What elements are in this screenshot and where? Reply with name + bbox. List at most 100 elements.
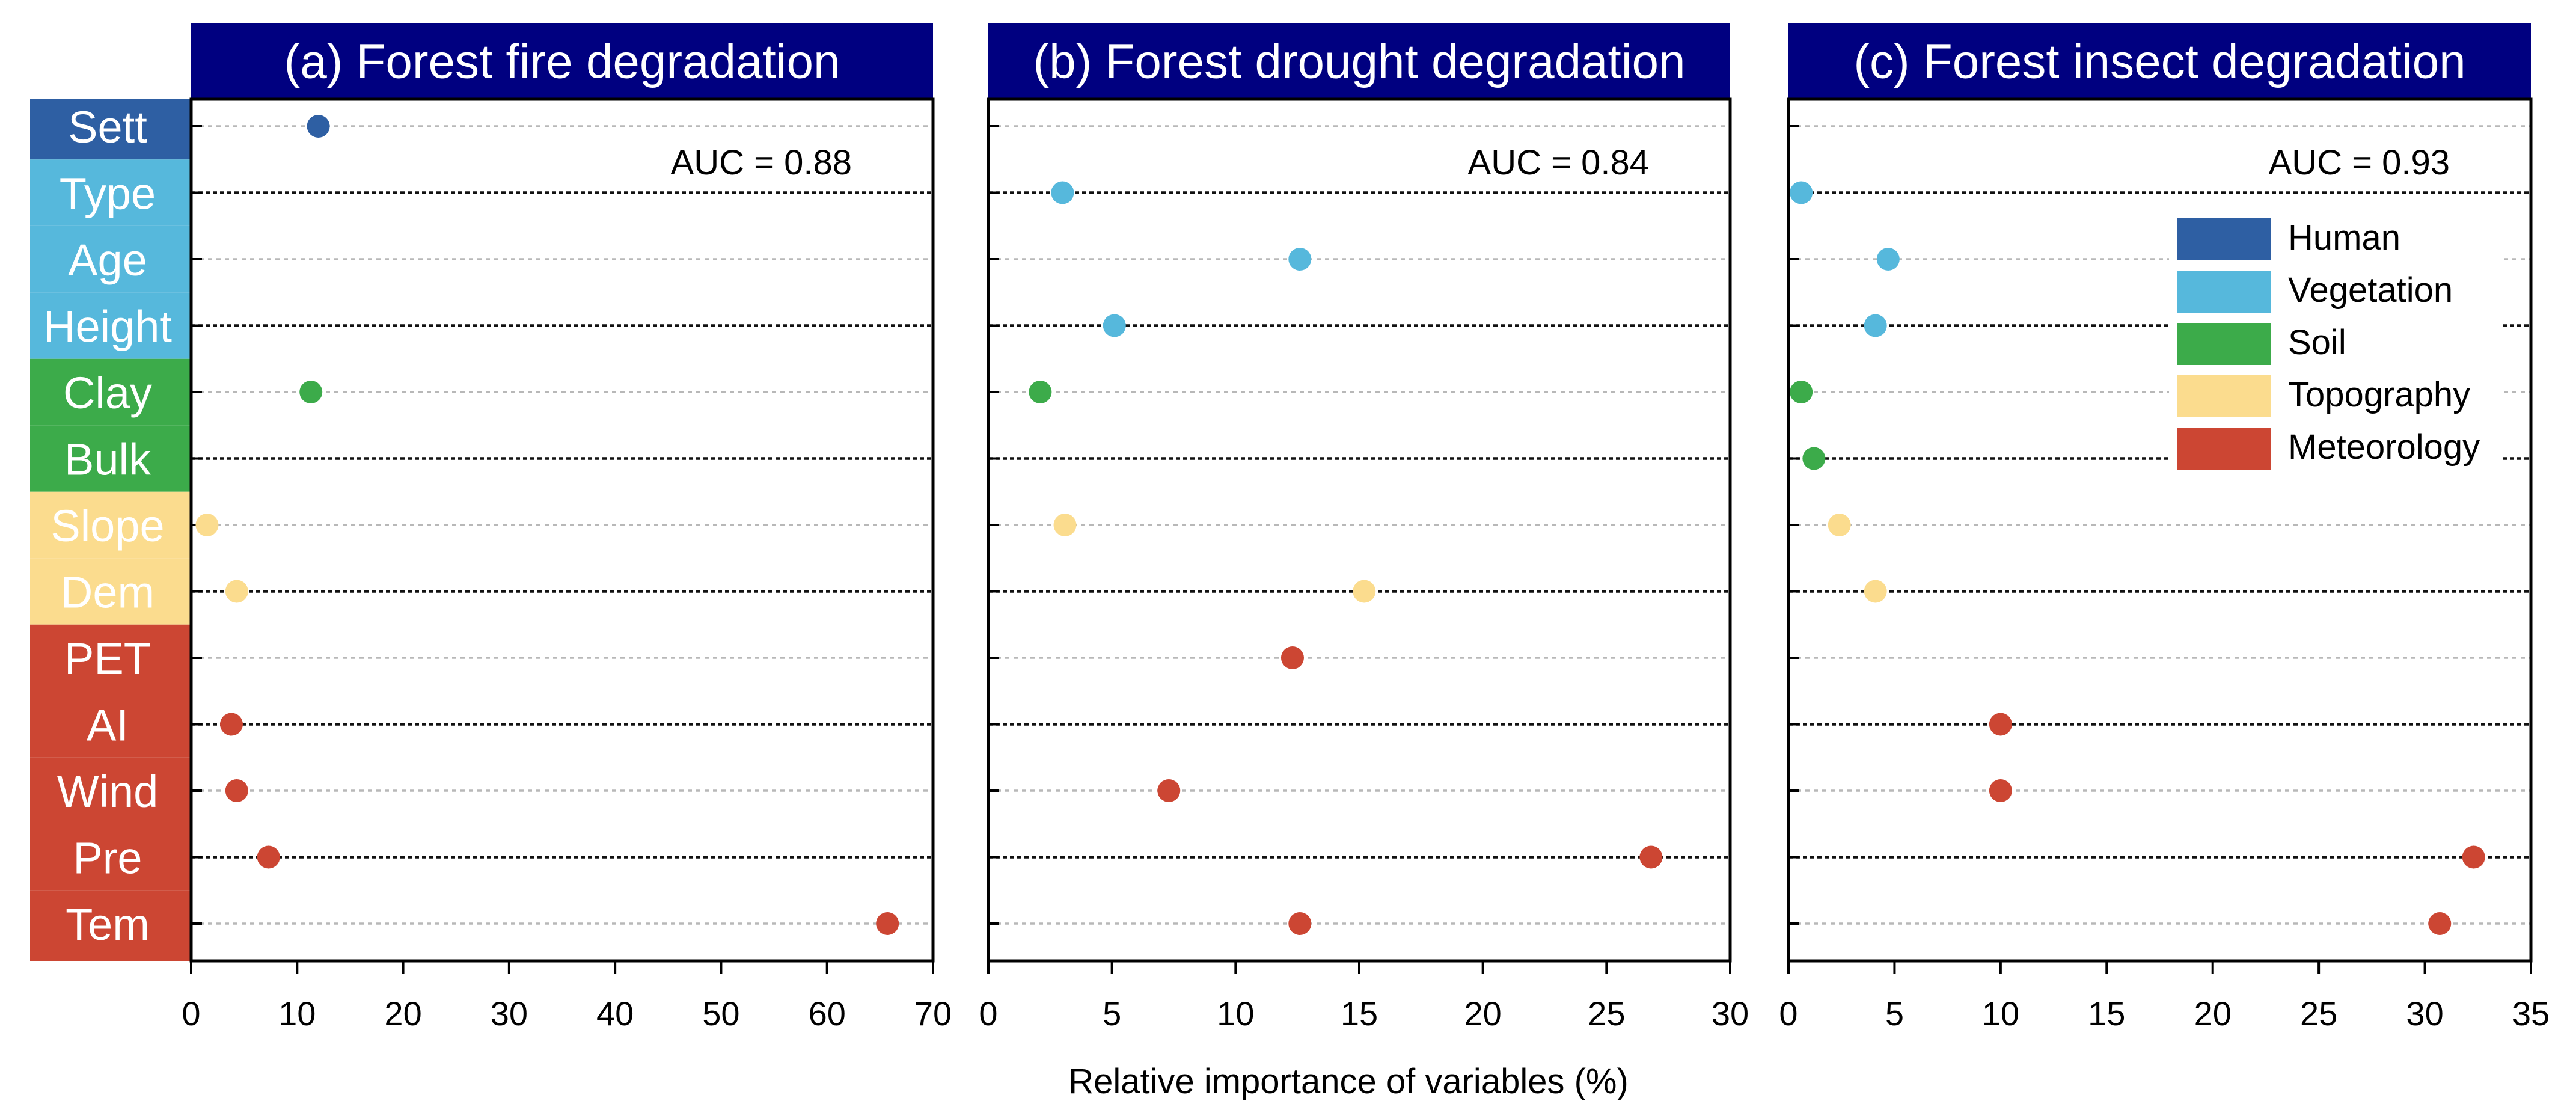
variable-label-bg xyxy=(30,558,191,625)
data-point xyxy=(1288,912,1312,935)
panel-frame xyxy=(189,97,935,963)
data-point xyxy=(1989,779,2012,802)
data-point xyxy=(1876,248,1900,271)
legend-swatch xyxy=(2177,218,2271,260)
panel-title-bar xyxy=(191,23,933,99)
x-tick-label: 10 xyxy=(1982,995,2019,1032)
variable-label: Height xyxy=(43,302,172,352)
x-tick-label: 20 xyxy=(384,995,421,1032)
variable-label: Pre xyxy=(73,833,142,883)
panel: (c) Forest insect degradation 0 5 10 15 20 25 3… xyxy=(1779,23,2550,1032)
variable-label-bg xyxy=(30,757,191,824)
data-point xyxy=(1157,779,1181,802)
panel: (a) Forest fire degradation 0 10 20 30 40 50 60… xyxy=(182,23,952,1032)
x-tick-label: 30 xyxy=(1712,995,1749,1032)
x-tick-label: 15 xyxy=(2088,995,2125,1032)
data-point xyxy=(1103,314,1126,337)
variable-label-bg xyxy=(30,824,191,891)
data-point xyxy=(307,115,330,138)
data-point xyxy=(219,713,243,736)
data-point xyxy=(1639,845,1663,869)
data-point xyxy=(876,912,899,935)
variable-label-bg xyxy=(30,292,191,359)
variable-label: Tem xyxy=(66,900,150,949)
panel-frame xyxy=(1787,97,2533,963)
data-point xyxy=(1790,181,1813,204)
panel: (b) Forest drought degradation 0 5 10 15 20 25… xyxy=(979,23,1749,1032)
data-point xyxy=(2462,845,2485,869)
x-tick-label: 35 xyxy=(2512,995,2550,1032)
legend-label: Soil xyxy=(2288,323,2346,362)
x-tick-label: 30 xyxy=(2406,995,2443,1032)
legend-label: Vegetation xyxy=(2288,271,2453,310)
data-point xyxy=(1280,646,1304,669)
data-point xyxy=(1802,447,1826,470)
legend-swatch xyxy=(2177,271,2271,313)
x-tick-label: 20 xyxy=(2194,995,2232,1032)
variable-label-bg xyxy=(30,624,191,691)
data-point xyxy=(1029,381,1052,403)
variable-label: Dem xyxy=(61,568,154,618)
data-point xyxy=(1989,713,2012,736)
panel-title: (c) Forest insect degradation xyxy=(1853,35,2465,88)
data-point xyxy=(195,514,219,536)
variable-label-bg xyxy=(30,691,191,758)
variable-label-bg xyxy=(30,225,191,293)
data-point xyxy=(1790,381,1813,403)
x-tick-label: 70 xyxy=(914,995,952,1032)
data-point xyxy=(225,779,248,802)
variable-label: Bulk xyxy=(64,435,151,485)
data-point xyxy=(1051,181,1074,204)
panel-title-bar xyxy=(988,23,1730,99)
data-point xyxy=(2428,912,2452,935)
variable-label-bg xyxy=(30,99,191,160)
auc-label: AUC = 0.88 xyxy=(671,143,852,182)
x-tick-label: 15 xyxy=(1341,995,1378,1032)
variable-label: Wind xyxy=(57,767,159,817)
auc-label: AUC = 0.93 xyxy=(2269,143,2450,182)
data-point xyxy=(299,381,323,403)
data-point xyxy=(1053,514,1077,536)
legend-swatch xyxy=(2177,428,2271,470)
x-tick-label: 20 xyxy=(1464,995,1502,1032)
data-point xyxy=(257,845,280,869)
x-tick-label: 50 xyxy=(702,995,739,1032)
panel-frame xyxy=(987,97,1732,963)
x-tick-label: 0 xyxy=(1779,995,1797,1032)
data-point xyxy=(1828,514,1851,536)
x-axis-label: Relative importance of variables (%) xyxy=(1068,1062,1629,1101)
panel-title: (b) Forest drought degradation xyxy=(1033,35,1685,88)
x-tick-label: 10 xyxy=(1217,995,1254,1032)
legend-label: Topography xyxy=(2288,375,2470,414)
variable-label: Sett xyxy=(68,102,147,152)
legend: Human Vegetation Soil Topography Meteorology xyxy=(2169,210,2500,481)
x-tick-label: 30 xyxy=(491,995,528,1032)
variable-label: AI xyxy=(87,701,129,750)
variable-label: PET xyxy=(64,634,151,684)
data-point xyxy=(225,580,248,603)
legend-label: Human xyxy=(2288,218,2400,257)
data-point xyxy=(1353,580,1376,603)
legend-label: Meteorology xyxy=(2288,428,2480,467)
x-tick-label: 60 xyxy=(809,995,846,1032)
variable-label-bg xyxy=(30,491,191,559)
x-tick-label: 40 xyxy=(596,995,634,1032)
variable-label-bg xyxy=(30,159,191,226)
x-tick-label: 0 xyxy=(182,995,200,1032)
x-tick-label: 5 xyxy=(1103,995,1121,1032)
data-point xyxy=(1864,580,1887,603)
variable-label: Clay xyxy=(63,368,152,418)
data-point xyxy=(1288,248,1312,271)
data-point xyxy=(1864,314,1887,337)
panel-title: (a) Forest fire degradation xyxy=(284,35,840,88)
legend-swatch xyxy=(2177,375,2271,417)
x-tick-label: 5 xyxy=(1885,995,1904,1032)
x-tick-label: 10 xyxy=(278,995,316,1032)
variable-label: Type xyxy=(60,169,156,219)
variable-label: Age xyxy=(68,235,147,285)
variable-label-bg xyxy=(30,425,191,492)
variable-label: Slope xyxy=(50,501,164,551)
x-tick-label: 25 xyxy=(1588,995,1625,1032)
